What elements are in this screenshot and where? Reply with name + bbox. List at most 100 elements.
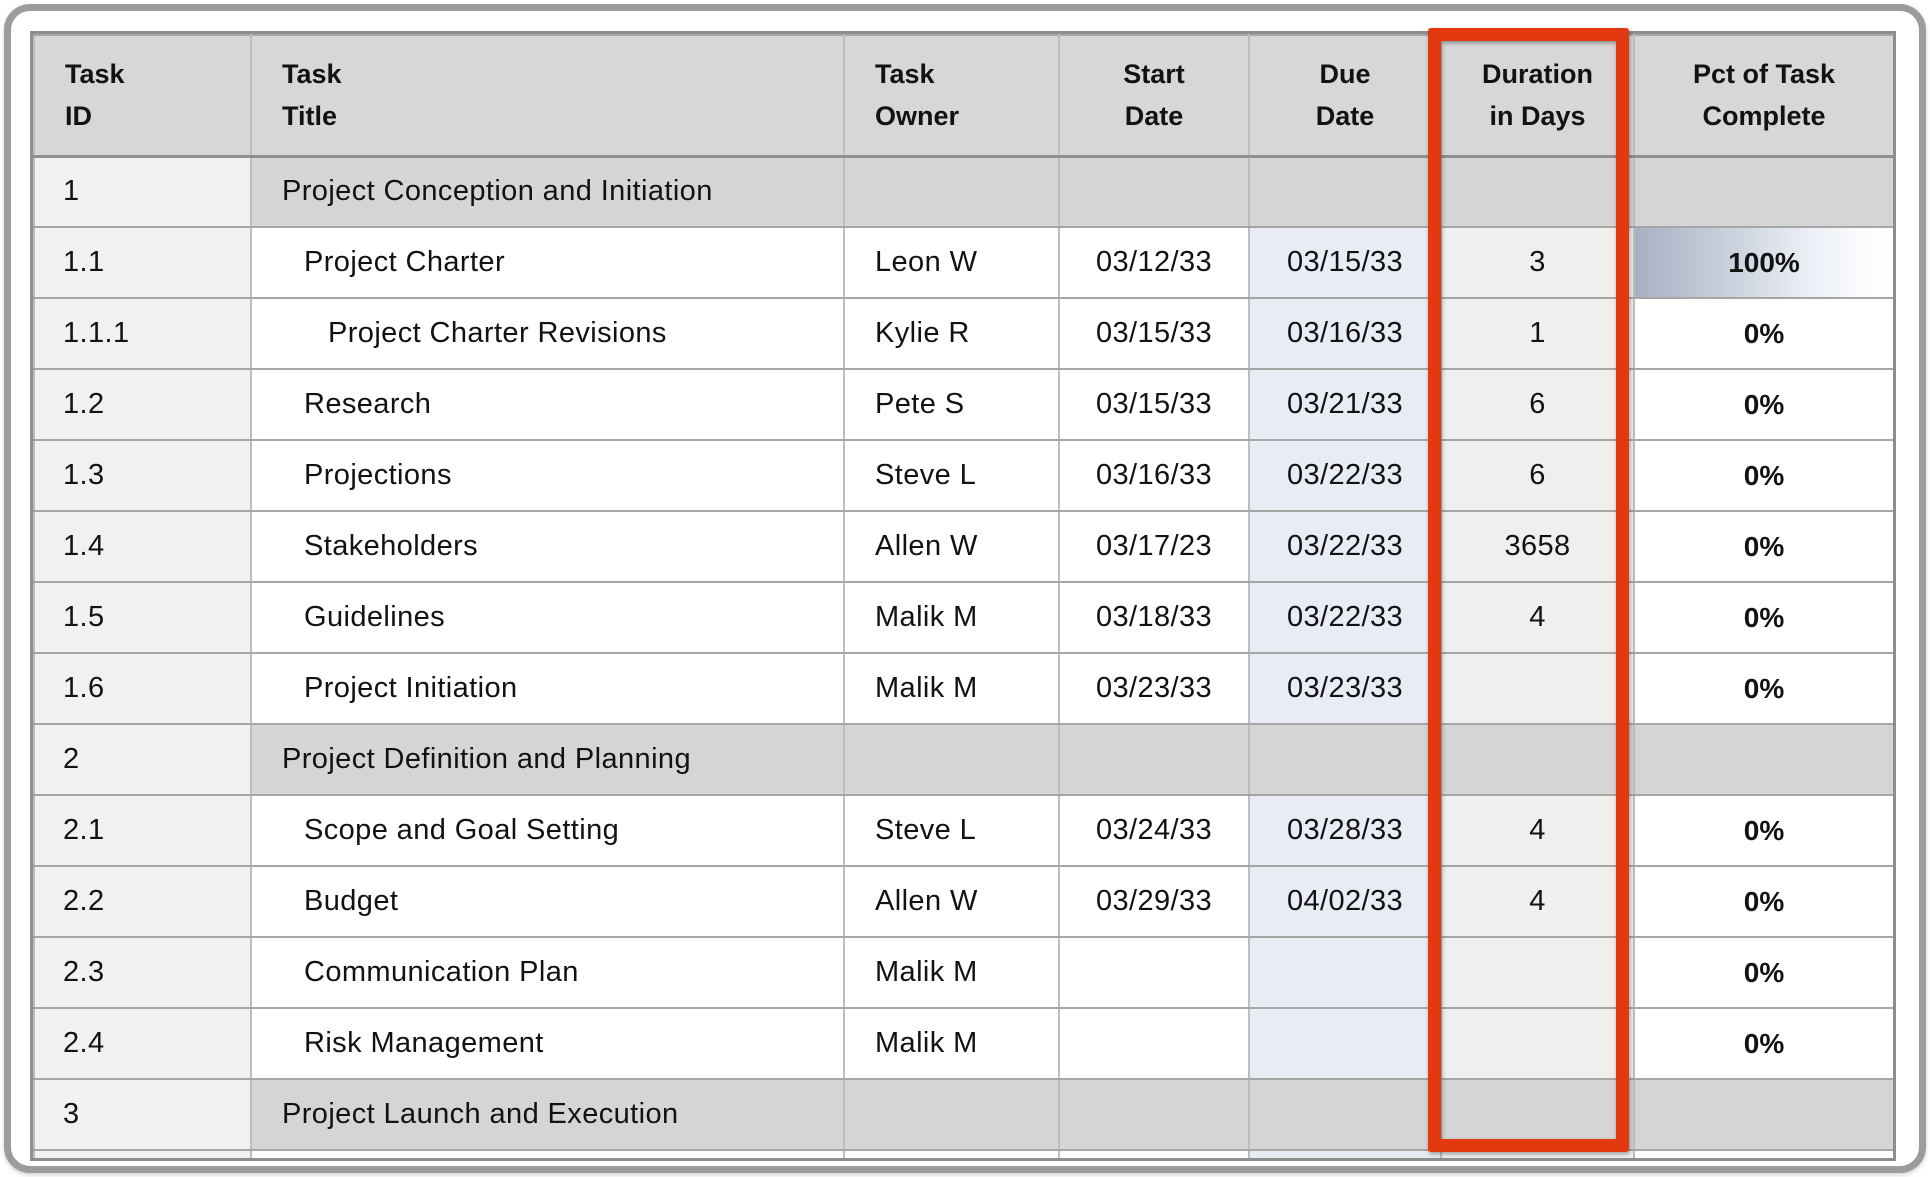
- cell-pct[interactable]: 0%: [1633, 1007, 1893, 1080]
- cell-due[interactable]: [1248, 1078, 1442, 1151]
- cell-due[interactable]: 03/22/33: [1248, 510, 1442, 583]
- cell-id[interactable]: 1.4: [33, 510, 252, 583]
- cell-owner[interactable]: [843, 1078, 1060, 1151]
- cell-start[interactable]: 03/23/33: [1058, 652, 1250, 725]
- cell-pct[interactable]: 0%: [1633, 439, 1893, 512]
- cell-pct[interactable]: 100%: [1633, 226, 1893, 299]
- cell-title[interactable]: Project Launch and Execution: [250, 1078, 845, 1151]
- cell-start[interactable]: 03/15/33: [1058, 368, 1250, 441]
- cell-due[interactable]: 03/15/33: [1248, 226, 1442, 299]
- cell-owner[interactable]: [843, 723, 1060, 796]
- column-header-duration[interactable]: Duration in Days: [1440, 34, 1635, 158]
- cell-duration[interactable]: [1440, 1078, 1635, 1151]
- cell-duration[interactable]: 6: [1440, 439, 1635, 512]
- cell-start[interactable]: [1058, 1007, 1250, 1080]
- cell-start[interactable]: 03/18/33: [1058, 581, 1250, 654]
- cell-owner[interactable]: [843, 155, 1060, 228]
- cell-id[interactable]: 1.1: [33, 226, 252, 299]
- cell-duration[interactable]: 4: [1440, 581, 1635, 654]
- cell-pct[interactable]: 0%: [1633, 297, 1893, 370]
- cell-duration[interactable]: 6: [1440, 368, 1635, 441]
- cell-start[interactable]: 03/24/33: [1058, 794, 1250, 867]
- cell-title[interactable]: Scope and Goal Setting: [250, 794, 845, 867]
- cell-id[interactable]: 2.1: [33, 794, 252, 867]
- cell-pct[interactable]: 0%: [1633, 936, 1893, 1009]
- cell-pct[interactable]: [1633, 1149, 1893, 1158]
- cell-id[interactable]: 1: [33, 155, 252, 228]
- cell-duration[interactable]: [1440, 1149, 1635, 1158]
- cell-id[interactable]: 3: [33, 1078, 252, 1151]
- cell-owner[interactable]: Leon W: [843, 226, 1060, 299]
- cell-pct[interactable]: 0%: [1633, 652, 1893, 725]
- cell-owner[interactable]: Malik M: [843, 1007, 1060, 1080]
- cell-due[interactable]: 03/28/33: [1248, 794, 1442, 867]
- cell-pct[interactable]: [1633, 155, 1893, 228]
- cell-pct[interactable]: 0%: [1633, 581, 1893, 654]
- cell-due[interactable]: 03/22/33: [1248, 439, 1442, 512]
- cell-duration[interactable]: [1440, 723, 1635, 796]
- cell-owner[interactable]: Pete S: [843, 368, 1060, 441]
- cell-start[interactable]: [1058, 1149, 1250, 1158]
- cell-id[interactable]: 2: [33, 723, 252, 796]
- column-header-owner[interactable]: Task Owner: [843, 34, 1060, 158]
- cell-owner[interactable]: Steve L: [843, 794, 1060, 867]
- cell-duration[interactable]: 4: [1440, 865, 1635, 938]
- cell-owner[interactable]: Malik M: [843, 936, 1060, 1009]
- cell-owner[interactable]: Malik M: [843, 581, 1060, 654]
- cell-title[interactable]: Risk Management: [250, 1007, 845, 1080]
- column-header-start[interactable]: Start Date: [1058, 34, 1250, 158]
- cell-title[interactable]: Budget: [250, 865, 845, 938]
- cell-owner[interactable]: Kylie R: [843, 297, 1060, 370]
- cell-title[interactable]: Project Definition and Planning: [250, 723, 845, 796]
- cell-title[interactable]: Stakeholders: [250, 510, 845, 583]
- cell-duration[interactable]: 1: [1440, 297, 1635, 370]
- cell-due[interactable]: 03/22/33: [1248, 581, 1442, 654]
- cell-start[interactable]: [1058, 155, 1250, 228]
- cell-duration[interactable]: 3658: [1440, 510, 1635, 583]
- column-header-due[interactable]: Due Date: [1248, 34, 1442, 158]
- cell-id[interactable]: 1.2: [33, 368, 252, 441]
- cell-due[interactable]: [1248, 936, 1442, 1009]
- cell-duration[interactable]: 4: [1440, 794, 1635, 867]
- cell-owner[interactable]: Allen W: [843, 510, 1060, 583]
- cell-title[interactable]: Communication Plan: [250, 936, 845, 1009]
- cell-owner[interactable]: Steve L: [843, 439, 1060, 512]
- cell-due[interactable]: [1248, 1149, 1442, 1158]
- cell-id[interactable]: 2.4: [33, 1007, 252, 1080]
- cell-owner[interactable]: Allen W: [843, 865, 1060, 938]
- cell-due[interactable]: 03/16/33: [1248, 297, 1442, 370]
- cell-start[interactable]: 03/17/23: [1058, 510, 1250, 583]
- cell-duration[interactable]: [1440, 1007, 1635, 1080]
- cell-start[interactable]: 03/12/33: [1058, 226, 1250, 299]
- column-header-pct[interactable]: Pct of Task Complete: [1633, 34, 1893, 158]
- cell-id[interactable]: 2.3: [33, 936, 252, 1009]
- cell-id[interactable]: [33, 1149, 252, 1158]
- cell-title[interactable]: Guidelines: [250, 581, 845, 654]
- cell-start[interactable]: [1058, 1078, 1250, 1151]
- cell-title[interactable]: Project Conception and Initiation: [250, 155, 845, 228]
- cell-id[interactable]: 1.6: [33, 652, 252, 725]
- cell-duration[interactable]: 3: [1440, 226, 1635, 299]
- cell-duration[interactable]: [1440, 652, 1635, 725]
- cell-id[interactable]: 1.5: [33, 581, 252, 654]
- cell-pct[interactable]: 0%: [1633, 794, 1893, 867]
- cell-start[interactable]: 03/15/33: [1058, 297, 1250, 370]
- cell-duration[interactable]: [1440, 155, 1635, 228]
- cell-pct[interactable]: 0%: [1633, 510, 1893, 583]
- cell-id[interactable]: 2.2: [33, 865, 252, 938]
- cell-title[interactable]: Project Charter Revisions: [250, 297, 845, 370]
- cell-due[interactable]: 04/02/33: [1248, 865, 1442, 938]
- cell-id[interactable]: 1.1.1: [33, 297, 252, 370]
- cell-due[interactable]: [1248, 723, 1442, 796]
- column-header-title[interactable]: Task Title: [250, 34, 845, 158]
- cell-title[interactable]: Project Initiation: [250, 652, 845, 725]
- cell-owner[interactable]: [843, 1149, 1060, 1158]
- cell-id[interactable]: 1.3: [33, 439, 252, 512]
- cell-pct[interactable]: [1633, 723, 1893, 796]
- cell-start[interactable]: 03/16/33: [1058, 439, 1250, 512]
- cell-title[interactable]: [250, 1149, 845, 1158]
- cell-due[interactable]: 03/21/33: [1248, 368, 1442, 441]
- cell-start[interactable]: [1058, 936, 1250, 1009]
- cell-title[interactable]: Projections: [250, 439, 845, 512]
- cell-title[interactable]: Project Charter: [250, 226, 845, 299]
